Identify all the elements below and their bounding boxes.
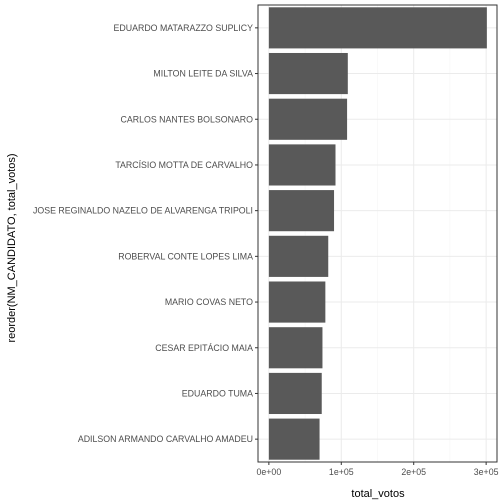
bar <box>268 327 323 369</box>
bar <box>268 235 329 277</box>
y-axis-title: reorder(NM_CANDIDATO, total_votos) <box>6 153 18 342</box>
x-tick-label: 0e+00 <box>257 467 282 477</box>
x-tick-label: 3e+05 <box>474 467 499 477</box>
y-tick-label: EDUARDO TUMA <box>182 388 253 398</box>
y-tick-label: CESAR EPITÁCIO MAIA <box>155 343 253 353</box>
bar <box>268 7 487 49</box>
y-tick-label: TARCÍSIO MOTTA DE CARVALHO <box>115 160 253 170</box>
y-tick-label: ADILSON ARMANDO CARVALHO AMADEU <box>78 434 253 444</box>
y-tick-label: MARIO COVAS NETO <box>165 297 253 307</box>
bar <box>268 372 322 415</box>
x-tick-label: 2e+05 <box>401 467 426 477</box>
bar <box>268 52 348 95</box>
y-tick-label: JOSE REGINALDO NAZELO DE ALVARENGA TRIPO… <box>33 206 253 216</box>
bar <box>268 418 320 460</box>
y-tick-label: ROBERVAL CONTE LOPES LIMA <box>118 251 253 261</box>
panel-border <box>257 4 498 463</box>
y-tick-label: MILTON LEITE DA SILVA <box>153 69 253 79</box>
y-tick-label: EDUARDO MATARAZZO SUPLICY <box>114 23 254 33</box>
bar <box>268 190 335 232</box>
y-tick-label: CARLOS NANTES BOLSONARO <box>121 114 254 124</box>
x-tick-label: 1e+05 <box>329 467 354 477</box>
bar <box>268 281 326 323</box>
x-axis-title: total_votos <box>351 488 405 500</box>
bar <box>268 144 336 186</box>
bar <box>268 98 348 140</box>
